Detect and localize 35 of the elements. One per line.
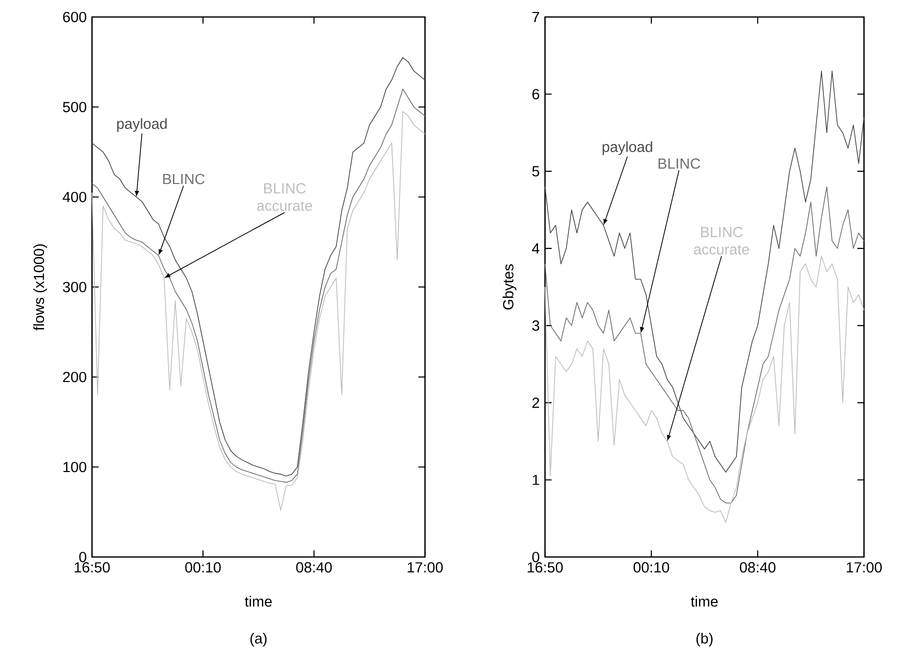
text: BLINC xyxy=(658,158,700,169)
y-tick-label: 0 xyxy=(79,552,86,562)
series-label: payload xyxy=(117,118,167,132)
y-tick-label: 4 xyxy=(532,243,540,254)
text: BLINC accurate xyxy=(257,183,312,211)
y-tick-label: 100 xyxy=(63,462,86,472)
y-tick-label: 300 xyxy=(62,282,86,292)
y-tick-label: 600 xyxy=(63,12,86,22)
y-tick-label: 7 xyxy=(532,12,540,22)
y-axis-title: Gbytes xyxy=(502,264,516,310)
y-tick-label: 5 xyxy=(532,166,540,176)
y-tick-label: 3 xyxy=(532,320,540,331)
y-tick-label: 2 xyxy=(532,398,540,408)
text: BLINC xyxy=(163,174,205,184)
text: (a) xyxy=(250,632,267,646)
text: BLINC accurate xyxy=(694,226,749,255)
y-tick-label: 1 xyxy=(532,474,540,485)
x-axis-title: time xyxy=(244,596,272,607)
y-tick-label: 500 xyxy=(62,102,86,112)
y-tick-label: 400 xyxy=(62,192,86,202)
y-axis-title: flows (x1000) xyxy=(33,244,47,330)
x-tick-label: 16:50 xyxy=(528,562,563,573)
x-tick-label: 17:00 xyxy=(846,562,882,573)
y-tick-label: 200 xyxy=(63,372,86,382)
text: (b) xyxy=(696,632,713,646)
text: payload xyxy=(602,141,652,155)
x-tick-label: 00:10 xyxy=(185,562,221,573)
x-tick-label: 16:50 xyxy=(74,562,110,573)
y-tick-label: 0 xyxy=(532,552,540,562)
y-tick-label: 6 xyxy=(532,88,540,100)
x-axis-title: time xyxy=(690,596,718,607)
x-tick-label: 17:00 xyxy=(408,562,443,573)
x-tick-label: 00:10 xyxy=(634,562,670,573)
x-tick-label: 08:40 xyxy=(296,562,332,573)
x-tick-label: 08:40 xyxy=(740,562,776,573)
